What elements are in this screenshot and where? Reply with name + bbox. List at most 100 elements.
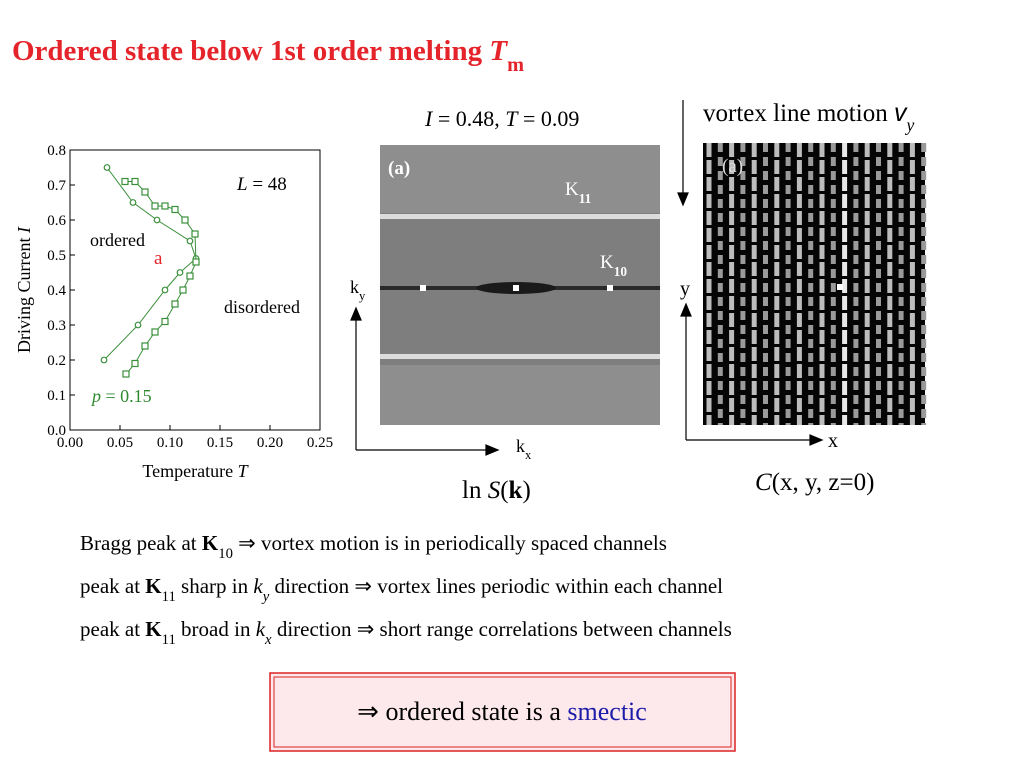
text-run: K [145, 617, 162, 641]
bullet: peak at K11 sharp in ky direction ⇒ vort… [80, 574, 723, 605]
y-tick-label: 0.5 [47, 248, 66, 264]
k10-label: K10 [600, 252, 627, 279]
point [129, 199, 137, 206]
y-tick-label: 0.0 [47, 423, 66, 439]
text-run: C [755, 469, 772, 496]
bullet: Bragg peak at K10 ⇒ vortex motion is in … [80, 531, 667, 562]
text-run: K [565, 179, 579, 200]
peak-dot [607, 285, 613, 291]
point [151, 202, 159, 210]
text-run: x [828, 430, 838, 452]
text-run: (x, y, z=0) [772, 469, 875, 496]
k11-label: K11 [565, 179, 591, 206]
x-tick-label: 0.15 [207, 435, 233, 451]
annotation: a [154, 248, 163, 269]
text-run: y [680, 278, 690, 300]
bright-line [380, 354, 660, 359]
text-run: k [516, 436, 525, 456]
text-run: direction ⇒ short range correlations bet… [272, 617, 732, 641]
point [192, 258, 200, 266]
text-run: K [145, 574, 162, 598]
point [171, 300, 179, 308]
point [191, 230, 199, 238]
phase-diagram: 0.00 0.05 0.10 0.15 0.20 0.25 0.0 0.1 0.2 0.3 0.4 0… [47, 143, 333, 451]
text-run: x [264, 632, 272, 648]
x-tick-label: 0.00 [57, 435, 83, 451]
text-run: k [509, 477, 523, 504]
center-dot [837, 284, 843, 290]
arrow-head [809, 434, 824, 446]
point [161, 286, 169, 294]
point [186, 237, 194, 245]
point [131, 359, 139, 368]
text-run: I [14, 226, 34, 234]
text-run: = 0.09 [518, 106, 580, 131]
image-band [380, 365, 660, 425]
text-run: I [424, 106, 434, 131]
text-run: direction ⇒ vortex lines periodic within… [269, 574, 723, 598]
point [121, 177, 129, 186]
text-run: 10 [218, 546, 233, 562]
arrow-head [677, 192, 689, 207]
text-run: peak at [80, 574, 145, 598]
text-run: K [202, 531, 219, 555]
text-run: 11 [579, 191, 592, 206]
text-run: 11 [162, 589, 176, 605]
text-run: T [489, 35, 508, 67]
y-tick-label: 0.1 [47, 388, 66, 404]
bullet-list: Bragg peak at K10 ⇒ vortex motion is in … [80, 531, 732, 648]
text-run: v [894, 99, 908, 127]
bullet: peak at K11 broad in kx direction ⇒ shor… [80, 617, 732, 648]
point [171, 205, 179, 214]
x-label: x [828, 430, 838, 452]
y-axis-label: Driving Current I [14, 226, 34, 353]
peak-dot [513, 285, 519, 291]
text-run: T [505, 106, 519, 131]
y-tick-label: 0.2 [47, 353, 66, 369]
point [186, 272, 194, 280]
correlation-image [703, 143, 927, 425]
text-run: K [600, 252, 614, 273]
arrow-head [485, 444, 500, 456]
text-run: y [261, 589, 270, 605]
text-run: S [488, 477, 501, 504]
text-run: m [507, 54, 524, 76]
text-run: x [525, 448, 532, 462]
annotation: ordered [90, 230, 145, 250]
annotation: disordered [224, 297, 300, 317]
text-run: p [90, 386, 101, 406]
y-tick-label: 0.4 [47, 283, 66, 299]
slide-title: Ordered state below 1st order melting Tm [12, 35, 524, 76]
point [176, 269, 184, 276]
bright-line [380, 214, 660, 219]
panel-label: C(x, y, z=0) [755, 469, 874, 496]
annotation: p = 0.15 [90, 386, 152, 406]
ky-label: ky [350, 277, 366, 303]
y-tick-label: 0.3 [47, 318, 66, 334]
text-run: ordered [90, 230, 145, 250]
text-run: disordered [224, 297, 300, 317]
kx-label: kx [516, 436, 532, 462]
series-line [125, 181, 197, 375]
text-run: T [238, 461, 250, 481]
y-tick-label: 0.8 [47, 143, 66, 159]
text-run: Bragg peak at [80, 531, 202, 555]
point [161, 317, 169, 326]
text-run: y [904, 115, 914, 135]
caption: I = 0.48, T = 0.09 [424, 106, 579, 131]
series-line [103, 167, 197, 361]
text-run: ⇒ ordered state is a [357, 697, 567, 726]
text-run: k [253, 574, 263, 598]
text-run: 10 [614, 264, 628, 279]
text-run: peak at [80, 617, 145, 641]
point [161, 202, 169, 210]
text-run: ( [500, 477, 508, 504]
panel-tag: (a) [722, 156, 743, 177]
text-run: k [256, 617, 266, 641]
point [100, 356, 108, 364]
k-axes [350, 306, 500, 456]
arrow-head [680, 302, 692, 317]
x-tick-label: 0.10 [157, 435, 183, 451]
